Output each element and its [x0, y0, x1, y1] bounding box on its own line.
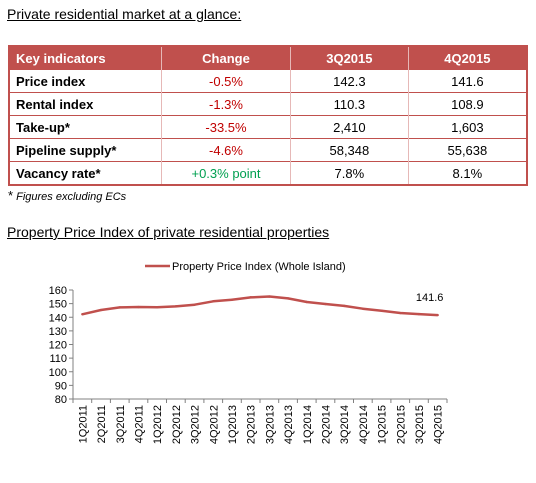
column-header: Change — [161, 46, 291, 70]
table-row: Rental index -1.3% 110.3 108.9 — [9, 92, 528, 116]
indicator-label: Take-up* — [9, 115, 162, 139]
x-tick-label: 1Q2013 — [227, 405, 239, 444]
price-index-chart: Property Price Index (Whole Island)80901… — [49, 261, 448, 444]
column-header: Key indicators — [9, 46, 162, 70]
table-row: Vacancy rate* +0.3% point 7.8% 8.1% — [9, 161, 528, 185]
data-point — [81, 313, 84, 316]
data-point — [286, 297, 290, 300]
y-tick-label: 160 — [49, 285, 67, 297]
q4-value: 108.9 — [408, 92, 528, 116]
x-tick-label: 3Q2012 — [190, 405, 202, 444]
q3-value: 2,410 — [290, 115, 409, 139]
legend-label: Property Price Index (Whole Island) — [172, 261, 346, 273]
data-point — [380, 309, 383, 312]
column-header: 3Q2015 — [290, 46, 409, 70]
x-tick-label: 3Q2015 — [414, 405, 426, 444]
x-tick-label: 1Q2011 — [77, 405, 89, 443]
footnote: * Figures excluding ECs — [8, 188, 126, 203]
x-tick-label: 4Q2015 — [433, 405, 445, 444]
data-point — [436, 313, 439, 317]
change-value: +0.3% point — [161, 161, 291, 185]
x-tick-label: 2Q2013 — [246, 405, 258, 444]
data-point — [230, 298, 234, 301]
x-tick-label: 3Q2011 — [115, 405, 127, 443]
q4-value: 141.6 — [408, 69, 528, 93]
table-row: Price index -0.5% 142.3 141.6 — [9, 69, 528, 93]
q3-value: 58,348 — [290, 138, 409, 162]
x-tick-label: 3Q2014 — [339, 405, 351, 444]
q4-value: 8.1% — [408, 161, 528, 185]
data-point — [268, 295, 271, 298]
data-point — [118, 306, 121, 309]
data-point — [399, 311, 402, 315]
y-tick-label: 100 — [49, 367, 67, 379]
footnote-text: Figures excluding ECs — [16, 191, 127, 203]
page-title: Private residential market at a glance: — [7, 6, 242, 22]
data-point — [137, 305, 140, 309]
x-tick-label: 4Q2013 — [283, 405, 295, 444]
table-row: Pipeline supply* -4.6% 58,348 55,638 — [9, 138, 528, 162]
data-point — [155, 306, 159, 309]
series-line — [82, 295, 438, 317]
q3-value: 142.3 — [290, 69, 409, 93]
x-tick-label: 1Q2012 — [152, 405, 164, 444]
data-point — [324, 302, 327, 306]
x-tick-label: 1Q2014 — [302, 405, 314, 444]
data-point — [99, 308, 103, 312]
x-tick-label: 2Q2011 — [96, 405, 108, 443]
y-tick-label: 110 — [49, 353, 67, 365]
data-point — [361, 307, 365, 310]
data-point — [193, 303, 196, 306]
data-point — [249, 296, 252, 299]
y-tick-label: 120 — [49, 340, 67, 352]
x-tick-label: 2Q2014 — [320, 405, 332, 444]
q3-value: 7.8% — [290, 161, 409, 185]
x-tick-label: 4Q2012 — [208, 405, 220, 444]
change-value: -33.5% — [161, 115, 291, 139]
change-value: -1.3% — [161, 92, 291, 116]
x-tick-label: 3Q2013 — [264, 405, 276, 444]
data-point — [342, 304, 346, 308]
x-tick-label: 2Q2015 — [395, 405, 407, 444]
data-label-last: 141.6 — [416, 292, 444, 304]
x-tick-label: 4Q2011 — [133, 405, 145, 443]
q4-value: 1,603 — [408, 115, 528, 139]
indicator-label: Price index — [9, 69, 162, 93]
table-row: Take-up* -33.5% 2,410 1,603 — [9, 115, 528, 139]
data-point — [174, 305, 178, 308]
change-value: -4.6% — [161, 138, 291, 162]
y-tick-label: 130 — [49, 326, 67, 338]
chart-title: Property Price Index of private resident… — [7, 224, 330, 240]
q3-value: 110.3 — [290, 92, 409, 116]
indicator-label: Pipeline supply* — [9, 138, 162, 162]
indicator-label: Rental index — [9, 92, 162, 116]
footnote-star: * — [8, 188, 14, 203]
key-indicators-table: Key indicators Change 3Q2015 4Q2015 Pric… — [8, 45, 528, 186]
data-point — [305, 300, 308, 304]
indicator-label: Vacancy rate* — [9, 161, 162, 185]
y-tick-label: 90 — [55, 380, 67, 392]
data-point — [212, 300, 215, 303]
y-tick-label: 80 — [55, 394, 67, 406]
x-tick-label: 1Q2015 — [377, 405, 389, 444]
x-tick-label: 4Q2014 — [358, 405, 370, 444]
y-tick-label: 140 — [49, 312, 67, 324]
column-header: 4Q2015 — [408, 46, 528, 70]
data-point — [417, 312, 421, 316]
q4-value: 55,638 — [408, 138, 528, 162]
change-value: -0.5% — [161, 69, 291, 93]
x-tick-label: 2Q2012 — [171, 405, 183, 444]
y-tick-label: 150 — [49, 299, 67, 311]
table-header-row: Key indicators Change 3Q2015 4Q2015 — [9, 46, 528, 70]
